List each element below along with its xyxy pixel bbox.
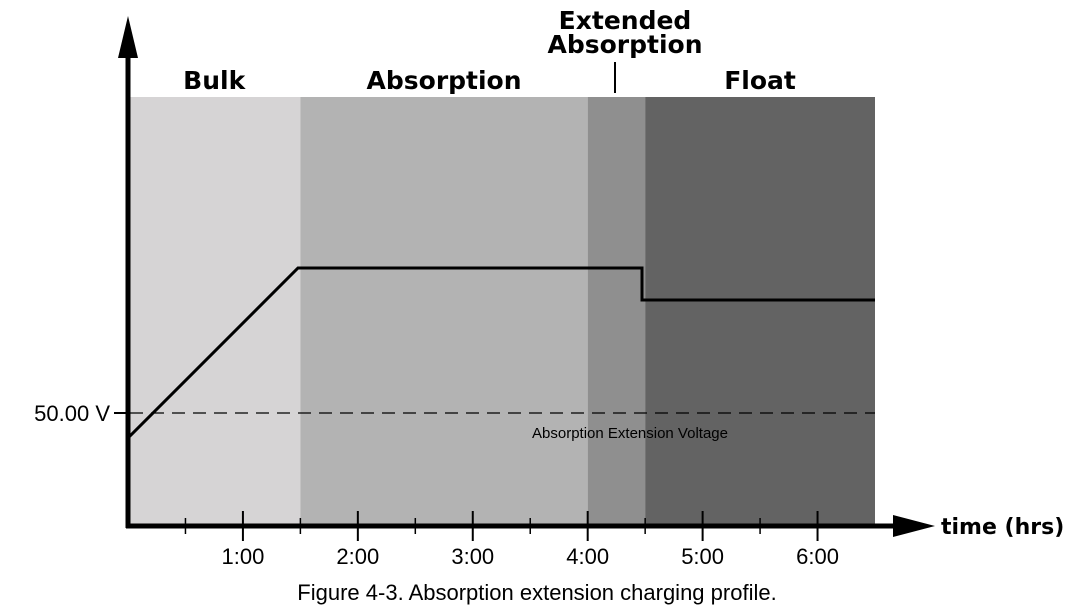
reference-line-group: 50.00 V Absorption Extension Voltage (34, 401, 875, 442)
stage-label-2-line-1: Absorption (547, 30, 702, 59)
stage-band-1 (300, 97, 588, 526)
x-axis-title: time (hrs) (941, 515, 1064, 540)
stage-label-3: Float (724, 66, 796, 95)
stage-label-2-line-0: Extended (559, 6, 692, 35)
x-tick-label-0: 1:00 (222, 544, 265, 569)
figure-caption: Figure 4-3. Absorption extension chargin… (297, 580, 776, 605)
stage-label-1: Absorption (367, 66, 522, 95)
x-axis-ticks: 1:00 2:00 3:00 4:00 5:00 6:00 (184, 511, 839, 569)
stage-band-2 (587, 97, 646, 526)
voltage-profile-line (126, 266, 875, 440)
x-tick-label-3: 4:00 (566, 544, 609, 569)
x-axis-arrowhead (893, 515, 935, 537)
y-tick-label-50v: 50.00 V (34, 401, 110, 426)
y-axis-arrowhead (118, 16, 138, 58)
x-tick-label-2: 3:00 (451, 544, 494, 569)
x-tick-label-5: 6:00 (796, 544, 839, 569)
reference-line-label: Absorption Extension Voltage (532, 425, 728, 442)
stage-band-3 (645, 97, 875, 526)
stage-band-0 (128, 97, 301, 526)
x-tick-label-1: 2:00 (336, 544, 379, 569)
x-tick-label-4: 5:00 (681, 544, 724, 569)
stage-label-0: Bulk (183, 66, 246, 95)
